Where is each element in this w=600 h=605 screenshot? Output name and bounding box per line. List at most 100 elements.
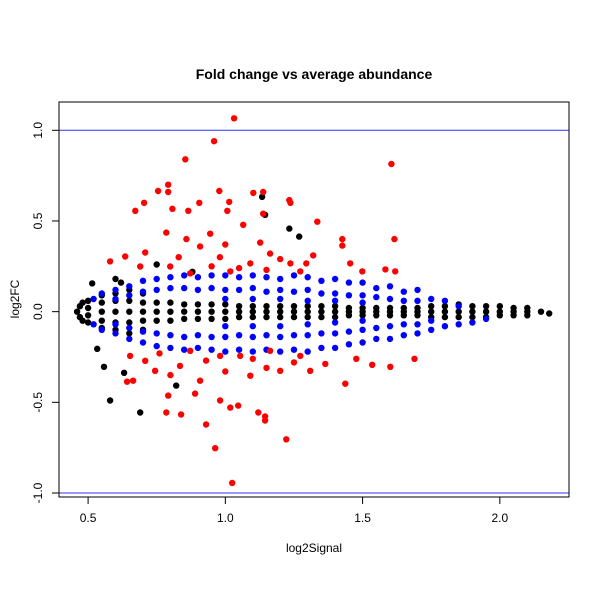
data-point — [266, 250, 274, 257]
data-point — [277, 275, 284, 283]
plot-frame — [58, 101, 570, 498]
data-point — [387, 363, 394, 370]
data-point — [237, 352, 244, 360]
data-point — [222, 301, 229, 308]
y-tick-label: -0.5 — [31, 392, 45, 413]
data-point — [207, 230, 214, 237]
data-point — [249, 348, 256, 355]
data-point — [277, 348, 284, 355]
data-point — [139, 288, 147, 295]
data-point — [469, 308, 476, 315]
data-point — [167, 344, 174, 352]
data-point — [250, 189, 257, 197]
data-point — [342, 380, 349, 387]
data-point — [222, 348, 229, 355]
data-point — [331, 275, 339, 283]
data-point — [177, 411, 185, 418]
data-point — [255, 409, 262, 416]
data-point — [208, 272, 215, 279]
data-point — [331, 303, 339, 310]
data-point — [277, 303, 284, 310]
data-point — [400, 332, 407, 339]
data-point — [386, 295, 394, 303]
data-point — [187, 347, 194, 354]
data-point — [222, 286, 229, 294]
data-point — [181, 315, 188, 323]
data-point — [222, 315, 229, 323]
data-point — [373, 293, 380, 301]
data-point — [222, 295, 229, 303]
data-point — [222, 333, 229, 341]
data-point — [339, 242, 346, 249]
data-point — [482, 315, 490, 323]
data-point — [235, 264, 243, 272]
data-point — [167, 371, 174, 379]
data-point — [263, 313, 270, 321]
data-point — [382, 266, 389, 273]
data-point — [496, 312, 503, 319]
data-point — [165, 181, 172, 188]
data-point — [290, 288, 298, 295]
data-point — [196, 199, 203, 206]
data-point — [400, 304, 407, 312]
data-point — [167, 332, 174, 339]
data-point — [222, 272, 229, 279]
data-point — [428, 308, 435, 315]
data-point — [469, 313, 476, 321]
data-point — [277, 295, 284, 303]
data-point — [153, 299, 160, 306]
data-point — [261, 413, 269, 420]
x-axis: 0.5 1.0 1.5 2.0 — [80, 497, 508, 525]
data-point — [126, 352, 134, 360]
data-point — [173, 382, 180, 389]
data-point — [386, 304, 394, 312]
data-point — [414, 286, 421, 294]
data-point — [120, 369, 128, 376]
data-point — [359, 292, 366, 299]
data-point — [140, 199, 148, 206]
data-point — [167, 299, 174, 306]
data-point — [304, 297, 311, 304]
data-point — [277, 323, 284, 330]
data-point — [249, 333, 256, 341]
data-point — [400, 297, 407, 304]
data-point — [287, 260, 294, 267]
data-point — [187, 270, 194, 277]
data-point — [98, 299, 106, 306]
data-point — [176, 362, 184, 370]
data-point — [428, 326, 435, 333]
data-point — [359, 339, 366, 346]
data-point — [414, 304, 421, 312]
data-point — [310, 252, 317, 259]
data-point — [194, 332, 202, 339]
data-point — [263, 332, 270, 339]
data-point — [546, 310, 553, 317]
data-point — [359, 299, 366, 306]
x-tick-label: 2.0 — [491, 511, 508, 525]
data-point — [386, 335, 394, 343]
data-point — [210, 138, 218, 145]
data-point — [345, 312, 353, 319]
data-point — [304, 303, 311, 310]
data-point — [208, 263, 215, 270]
data-point — [290, 303, 298, 310]
data-point — [222, 368, 229, 375]
y-tick-label: 1.0 — [31, 122, 45, 139]
data-point — [167, 284, 174, 292]
data-point — [212, 445, 219, 452]
data-point — [208, 346, 215, 353]
data-point — [318, 303, 325, 310]
chart-title: Fold change vs average abundance — [196, 66, 433, 82]
data-point — [224, 207, 231, 214]
data-point — [112, 295, 119, 303]
data-point — [359, 304, 366, 312]
data-point — [441, 308, 449, 315]
data-point — [132, 207, 139, 214]
data-point — [139, 339, 147, 346]
data-point — [386, 283, 394, 290]
data-point — [194, 274, 202, 281]
data-point — [441, 297, 449, 304]
data-point — [154, 187, 162, 195]
data-point — [263, 308, 270, 315]
data-point — [182, 156, 189, 163]
